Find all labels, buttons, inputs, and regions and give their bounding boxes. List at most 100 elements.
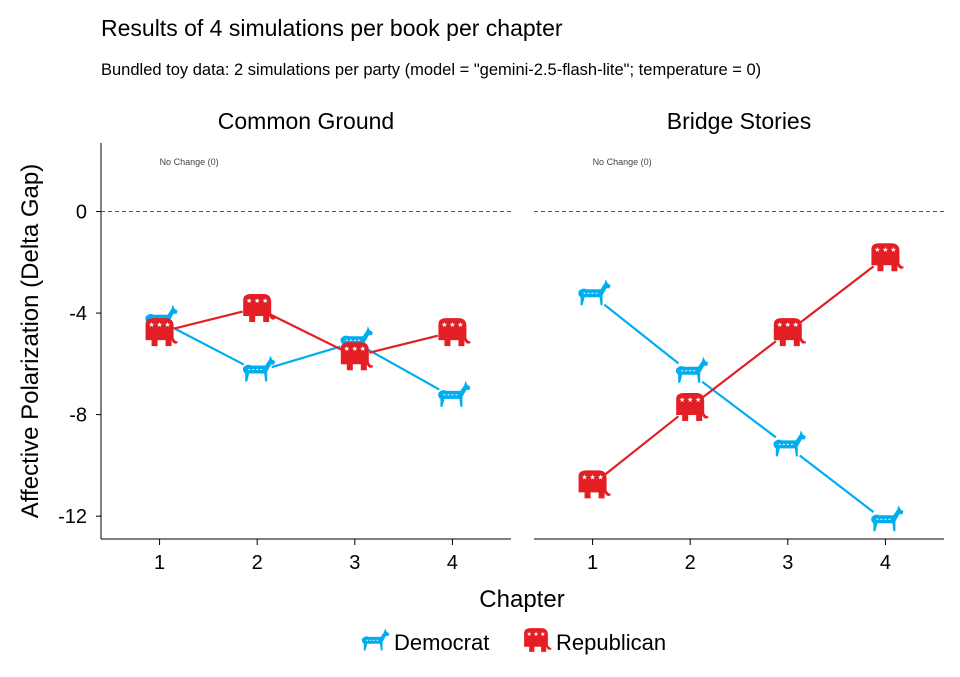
elephant-star: ★ (156, 321, 162, 329)
elephant-icon: ★ ★ ★ (676, 393, 709, 421)
elephant-body (243, 294, 276, 322)
x-tick-label: 1 (587, 552, 598, 574)
elephant-star: ★ (687, 396, 693, 404)
donkey-icon (578, 279, 611, 306)
series-line-democrat (271, 345, 341, 369)
elephant-star: ★ (344, 345, 350, 353)
elephant-body (524, 628, 552, 652)
series-line-republican (603, 415, 680, 476)
x-tick-label: 3 (782, 552, 793, 574)
elephant-body (578, 470, 611, 499)
series-line-republican (173, 310, 243, 330)
elephant-body (773, 318, 806, 347)
elephant-star: ★ (597, 473, 603, 481)
elephant-star: ★ (148, 321, 154, 329)
elephant-body (438, 318, 471, 347)
series-line-democrat (172, 326, 245, 366)
x-tick-label: 3 (349, 552, 360, 574)
panel-title: Bridge Stories (667, 108, 811, 134)
y-tick-label: 0 (76, 202, 87, 224)
series-line-republican (799, 265, 875, 324)
elephant-icon: ★ ★ ★ (145, 318, 178, 347)
donkey-icon (773, 430, 806, 457)
donkey-body (773, 430, 806, 457)
legend-label: Democrat (394, 630, 489, 655)
elephant-star: ★ (874, 246, 880, 254)
elephant-star: ★ (679, 396, 685, 404)
x-tick-label: 1 (154, 552, 165, 574)
y-tick-label: -4 (69, 303, 87, 325)
donkey-icon (361, 628, 390, 651)
legend-item-republican: ★ ★ ★ Republican (524, 628, 666, 655)
donkey-body (438, 380, 471, 407)
elephant-icon: ★ ★ ★ (773, 318, 806, 347)
legend-label: Republican (556, 630, 666, 655)
donkey-body (871, 505, 904, 532)
elephant-star: ★ (441, 321, 447, 329)
x-axis-label: Chapter (479, 586, 564, 613)
elephant-star: ★ (262, 297, 268, 305)
reference-label: No Change (0) (160, 157, 219, 167)
elephant-icon: ★ ★ ★ (871, 243, 904, 272)
donkey-icon (675, 356, 709, 383)
elephant-body (871, 243, 904, 272)
x-tick-label: 4 (447, 552, 458, 574)
elephant-star: ★ (352, 345, 358, 353)
panel-title: Common Ground (218, 108, 394, 134)
elephant-star: ★ (360, 345, 366, 353)
elephant-body (676, 393, 709, 421)
elephant-body (145, 318, 178, 347)
y-axis-label: Affective Polarization (Delta Gap) (17, 164, 44, 518)
donkey-body (242, 355, 276, 382)
elephant-star: ★ (777, 321, 783, 329)
donkey-icon (871, 505, 904, 532)
elephant-star: ★ (793, 321, 799, 329)
elephant-star: ★ (449, 321, 455, 329)
elephant-star: ★ (540, 631, 545, 638)
elephant-icon: ★ ★ ★ (524, 628, 552, 652)
elephant-star: ★ (785, 321, 791, 329)
elephant-star: ★ (457, 321, 463, 329)
y-tick-label: -8 (69, 405, 87, 427)
series-line-republican (701, 340, 777, 399)
elephant-star: ★ (882, 246, 888, 254)
chart-subtitle: Bundled toy data: 2 simulations per part… (101, 61, 761, 79)
elephant-icon: ★ ★ ★ (340, 342, 373, 371)
elephant-star: ★ (533, 631, 538, 638)
elephant-star: ★ (164, 321, 170, 329)
legend: Democrat ★ ★ ★ Republican (361, 628, 666, 655)
x-tick-label: 2 (252, 552, 263, 574)
series-line-republican (369, 334, 439, 354)
donkey-body (675, 356, 709, 383)
donkey-icon (438, 380, 471, 407)
x-tick-label: 4 (880, 552, 891, 574)
donkey-body (578, 279, 611, 306)
series-line-democrat (701, 380, 777, 439)
donkey-body (361, 628, 390, 651)
series-line-democrat (603, 303, 680, 365)
elephant-icon: ★ ★ ★ (578, 470, 611, 499)
elephant-star: ★ (890, 246, 896, 254)
elephant-star: ★ (254, 297, 260, 305)
y-tick-label: -12 (58, 506, 87, 528)
legend-item-democrat: Democrat (361, 628, 489, 655)
series-line-republican (270, 313, 342, 351)
x-tick-label: 2 (685, 552, 696, 574)
elephant-icon: ★ ★ ★ (243, 294, 276, 322)
elephant-star: ★ (527, 631, 532, 638)
elephant-star: ★ (695, 396, 701, 404)
chart-title: Results of 4 simulations per book per ch… (101, 15, 563, 41)
donkey-icon (242, 355, 276, 382)
elephant-body (340, 342, 373, 371)
elephant-star: ★ (589, 473, 595, 481)
reference-label: No Change (0) (593, 157, 652, 167)
elephant-star: ★ (581, 473, 587, 481)
series-line-democrat (367, 348, 440, 391)
series-line-democrat (799, 454, 875, 513)
elephant-icon: ★ ★ ★ (438, 318, 471, 347)
elephant-star: ★ (246, 297, 252, 305)
